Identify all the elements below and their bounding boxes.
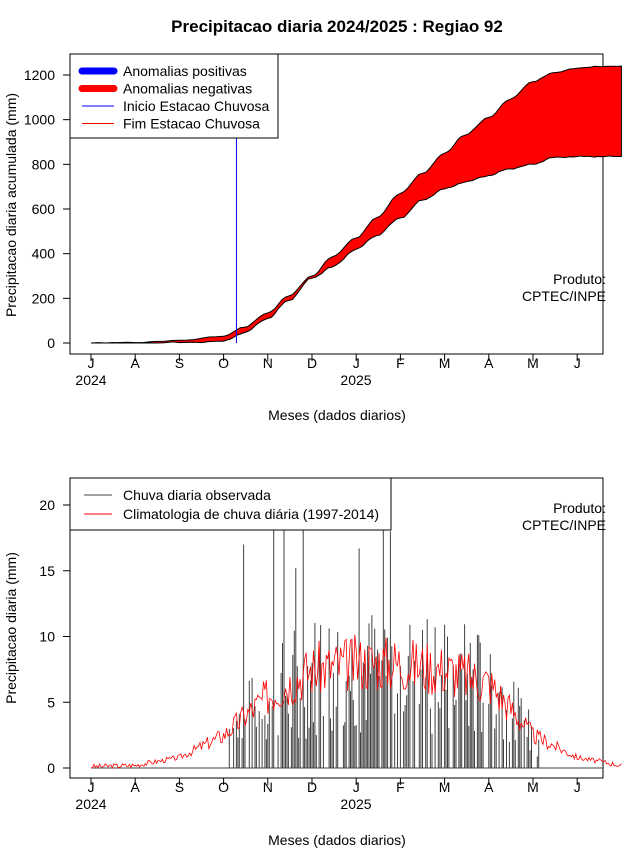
- bottom-x-tick-label: O: [218, 779, 229, 795]
- observed-rain-bars: [228, 511, 540, 768]
- top-legend-label: Anomalias negativas: [123, 81, 252, 97]
- bottom-x-tick-label: A: [131, 779, 141, 795]
- bottom-annotation-line2: CPTEC/INPE: [522, 517, 606, 533]
- top-y-tick-label: 800: [32, 156, 56, 172]
- top-y-tick-label: 1000: [24, 112, 55, 128]
- bottom-x-tick-label: J: [574, 779, 581, 795]
- bottom-y-tick-label: 20: [39, 497, 55, 513]
- top-legend-label: Inicio Estacao Chuvosa: [123, 98, 270, 114]
- bottom-x-tick-label: N: [263, 779, 273, 795]
- bottom-annotation-line1: Produto:: [553, 500, 606, 516]
- top-legend-label: Anomalias positivas: [123, 63, 247, 79]
- bottom-year-2024: 2024: [75, 796, 106, 812]
- top-ylabel: Precipitacao diaria acumulada (mm): [3, 93, 19, 317]
- bottom-x-tick-label: S: [175, 779, 184, 795]
- bottom-y-tick-label: 15: [39, 563, 55, 579]
- top-x-tick-label: J: [353, 355, 360, 371]
- negative-anomaly-area: [90, 65, 622, 344]
- bottom-legend-label: Climatologia de chuva diária (1997-2014): [123, 506, 379, 522]
- bottom-x-tick-label: D: [307, 779, 317, 795]
- top-x-tick-label: M: [439, 355, 451, 371]
- top-x-tick-label: D: [307, 355, 317, 371]
- bottom-y-tick-label: 10: [39, 629, 55, 645]
- top-x-tick-label: N: [263, 355, 273, 371]
- top-y-tick-label: 1200: [24, 67, 55, 83]
- bottom-x-tick-label: M: [527, 779, 539, 795]
- top-x-tick-label: F: [396, 355, 405, 371]
- bottom-x-tick-label: J: [353, 779, 360, 795]
- top-x-tick-label: J: [574, 355, 581, 371]
- bottom-xlabel: Meses (dados diarios): [268, 832, 406, 848]
- top-annotation-line2: CPTEC/INPE: [522, 288, 606, 304]
- top-x-tick-label: A: [131, 355, 141, 371]
- top-legend-label: Fim Estacao Chuvosa: [123, 116, 260, 132]
- top-x-tick-label: J: [88, 355, 95, 371]
- top-x-tick-label: M: [527, 355, 539, 371]
- top-annotation-line1: Produto:: [553, 271, 606, 287]
- bottom-panel: Precipitacao diaria (mm) Meses (dados di…: [3, 477, 622, 848]
- chart-title: Precipitacao diaria 2024/2025 : Regiao 9…: [171, 17, 503, 36]
- bottom-legend-box: [69, 477, 392, 531]
- bottom-ylabel: Precipitacao diaria (mm): [3, 552, 19, 704]
- bottom-x-tick-label: M: [439, 779, 451, 795]
- top-y-tick-label: 0: [47, 335, 55, 351]
- bottom-y-tick-label: 0: [47, 760, 55, 776]
- top-year-2025: 2025: [340, 372, 371, 388]
- bottom-legend-label: Chuva diaria observada: [123, 487, 271, 503]
- bottom-x-tick-label: J: [88, 779, 95, 795]
- bottom-y-tick-label: 5: [47, 694, 55, 710]
- top-year-2024: 2024: [75, 372, 106, 388]
- top-y-tick-label: 400: [32, 246, 56, 262]
- climatology-line: [90, 634, 622, 770]
- top-x-tick-label: O: [218, 355, 229, 371]
- bottom-x-tick-label: A: [484, 779, 494, 795]
- bottom-year-2025: 2025: [340, 796, 371, 812]
- top-panel: Precipitacao diaria acumulada (mm) Meses…: [3, 53, 622, 423]
- top-x-tick-label: S: [175, 355, 184, 371]
- top-y-tick-label: 600: [32, 201, 56, 217]
- top-xlabel: Meses (dados diarios): [268, 407, 406, 423]
- top-y-tick-label: 200: [32, 290, 56, 306]
- bottom-x-tick-label: F: [396, 779, 405, 795]
- top-x-tick-label: A: [484, 355, 494, 371]
